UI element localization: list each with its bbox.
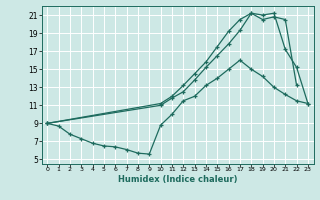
X-axis label: Humidex (Indice chaleur): Humidex (Indice chaleur) [118,175,237,184]
